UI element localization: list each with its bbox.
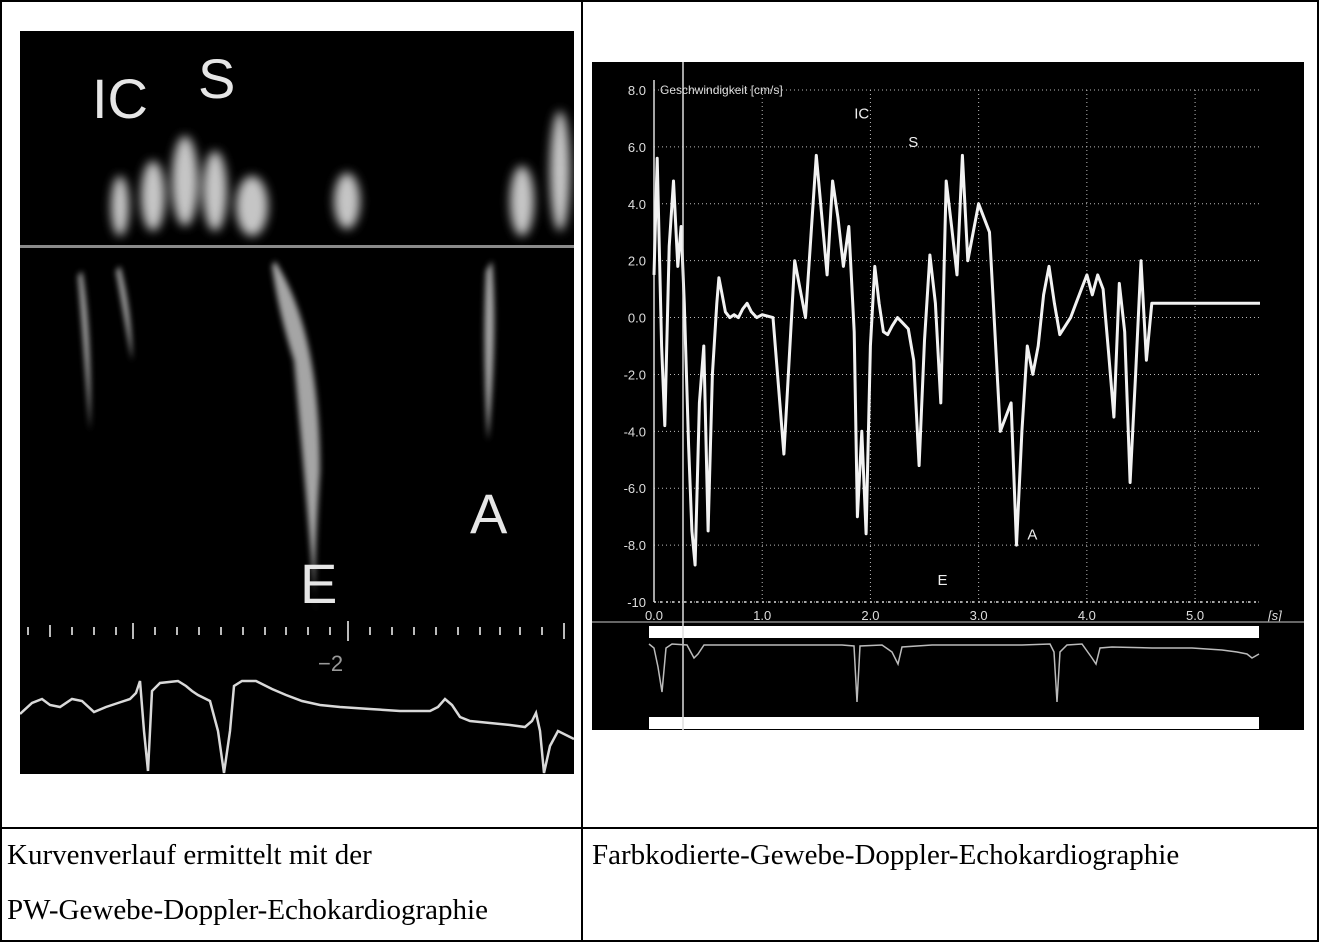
left-caption-line1: Kurvenverlauf ermittelt mit der <box>7 839 372 871</box>
scale-tick-label: −2 <box>318 651 343 676</box>
y-tick-label: -6.0 <box>624 481 646 496</box>
y-tick-label: 8.0 <box>628 83 646 98</box>
x-tick-label: 0.0 <box>645 608 663 623</box>
table-row-divider <box>0 827 1319 829</box>
right-caption: Farbkodierte-Gewebe-Doppler-Echokardiogr… <box>592 839 1180 871</box>
y-tick-label: 0.0 <box>628 311 646 326</box>
annotation-label: IC <box>854 105 869 122</box>
label-ic: IC <box>92 67 148 130</box>
left-caption-line2: PW-Gewebe-Doppler-Echokardiographie <box>7 894 488 926</box>
table-column-divider <box>581 0 583 942</box>
tdi-velocity-chart: 8.06.04.02.00.0-2.0-4.0-6.0-8.0-100.0 1.0… <box>592 62 1304 730</box>
annotation-label: S <box>908 134 918 151</box>
y-tick-label: -2.0 <box>624 367 646 382</box>
table-border-top <box>0 0 1319 2</box>
label-e: E <box>300 552 337 615</box>
table-border-left <box>0 0 2 942</box>
x-tick-label: 3.0 <box>970 608 988 623</box>
y-tick-label: -4.0 <box>624 424 646 439</box>
ecg-trace <box>20 679 574 774</box>
x-tick-label: 1.0 <box>753 608 771 623</box>
pw-doppler-image: IC S E A −2 <box>20 31 574 774</box>
x-tick-label: 5.0 <box>1186 608 1204 623</box>
tdi-ecg-trace <box>648 643 1260 703</box>
y-tick-label: 2.0 <box>628 254 646 269</box>
table-border-right <box>1317 0 1319 942</box>
time-scale-ticks <box>27 621 565 641</box>
label-a: A <box>470 482 508 545</box>
annotation-label: A <box>1027 526 1037 543</box>
y-axis-title: Geschwindigkeit [cm/s] <box>660 83 783 97</box>
x-axis-unit: [s] <box>1267 608 1282 623</box>
x-tick-label: 2.0 <box>861 608 879 623</box>
y-tick-label: -8.0 <box>624 538 646 553</box>
label-s: S <box>198 47 235 110</box>
y-tick-label: -10 <box>627 595 646 610</box>
x-tick-label: 4.0 <box>1078 608 1096 623</box>
velocity-series-line <box>652 153 1260 567</box>
table-border-bottom <box>0 940 1319 942</box>
annotation-label: E <box>938 572 948 589</box>
y-tick-label: 4.0 <box>628 197 646 212</box>
y-tick-label: 6.0 <box>628 140 646 155</box>
